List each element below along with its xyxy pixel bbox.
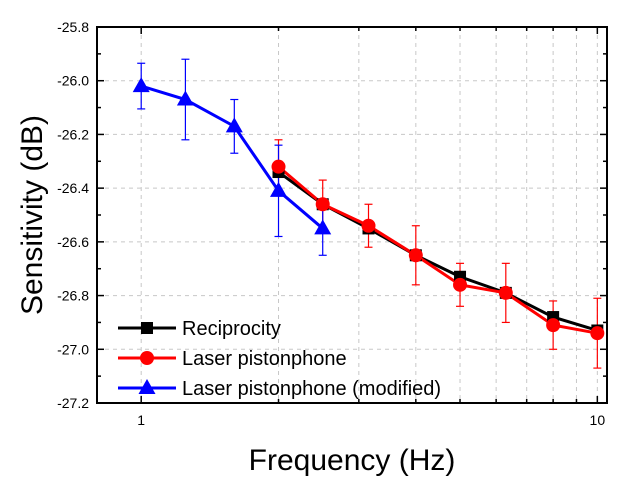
- data-point-triangle: [176, 90, 194, 106]
- data-point-triangle: [225, 117, 243, 133]
- x-tick-label: 1: [137, 412, 145, 428]
- y-tick-label: -26.4: [57, 180, 89, 196]
- y-tick-label: -26.0: [57, 73, 89, 89]
- data-point-circle: [361, 218, 376, 233]
- data-point-circle: [453, 277, 468, 292]
- y-tick-label: -27.2: [57, 395, 89, 411]
- series-lines: [140, 84, 598, 335]
- data-point-triangle: [270, 181, 288, 197]
- x-axis-title: Frequency (Hz): [249, 444, 456, 477]
- y-tick-label: -26.6: [57, 234, 89, 250]
- x-tick-label: 10: [590, 412, 606, 428]
- y-tick-label: -27.0: [57, 341, 89, 357]
- series-line-triangle: [140, 84, 324, 230]
- legend: Reciprocity Laser pistonphone Laser piston…: [118, 318, 441, 400]
- data-point-circle: [590, 326, 605, 341]
- y-axis-title: Sensitivity (dB): [16, 115, 49, 315]
- axis-ticks: 1 10 -25.8 -26.0 -26.2 -26.4 -26.6 -26.8 -27.0 -2…: [57, 19, 607, 428]
- data-point-circle: [315, 197, 330, 212]
- series-markers: [132, 77, 605, 341]
- legend-label-square: Reciprocity: [182, 318, 281, 340]
- data-point-circle: [271, 159, 286, 174]
- legend-marker-square: [141, 322, 153, 334]
- legend-label-triangle: Laser pistonphone (modified): [182, 378, 441, 400]
- y-tick-label: -26.2: [57, 126, 89, 142]
- data-point-circle: [408, 248, 423, 263]
- y-tick-label: -25.8: [57, 19, 89, 35]
- legend-label-circle: Laser pistonphone: [182, 348, 347, 370]
- data-point-circle: [546, 318, 561, 333]
- series-line-circle: [277, 165, 598, 335]
- legend-marker-circle: [140, 351, 154, 365]
- data-point-triangle: [132, 77, 150, 93]
- y-tick-label: -26.8: [57, 288, 89, 304]
- grid: [97, 27, 607, 403]
- data-point-triangle: [314, 219, 332, 235]
- legend-marker-triangle: [138, 379, 156, 394]
- plot-frame: [96, 26, 608, 404]
- data-point-circle: [498, 285, 513, 300]
- series-line-square: [277, 170, 598, 332]
